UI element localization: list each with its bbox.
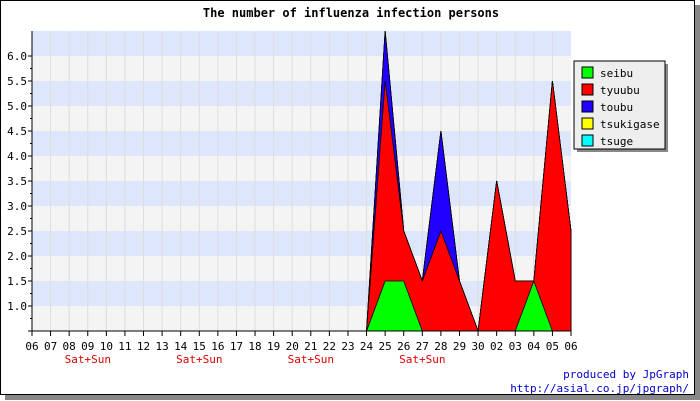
y-tick-label: 5.0 bbox=[7, 100, 27, 113]
legend-swatch-toubu bbox=[581, 100, 594, 113]
x-tick-label: 22 bbox=[323, 340, 336, 353]
x-tick-label: 13 bbox=[155, 340, 168, 353]
chart-title: The number of influenza infection person… bbox=[203, 6, 499, 20]
plot-band bbox=[32, 31, 571, 56]
x-tick-label: 06 bbox=[564, 340, 577, 353]
chart-frame: The number of influenza infection person… bbox=[0, 0, 695, 395]
y-tick-label: 1.0 bbox=[7, 300, 27, 313]
legend-swatch-tsuge bbox=[581, 134, 594, 147]
x-tick-label: 10 bbox=[100, 340, 113, 353]
x-tick-label: 11 bbox=[118, 340, 131, 353]
x-tick-label: 18 bbox=[248, 340, 261, 353]
plot-band bbox=[32, 156, 571, 181]
y-tick-label: 4.0 bbox=[7, 150, 27, 163]
y-tick-label: 1.5 bbox=[7, 275, 27, 288]
plot-background bbox=[32, 31, 571, 331]
plot-band bbox=[32, 231, 571, 256]
legend-label-toubu: toubu bbox=[600, 101, 633, 114]
x-tick-label: 27 bbox=[416, 340, 429, 353]
x-tick-label: 12 bbox=[137, 340, 150, 353]
y-tick-label: 5.5 bbox=[7, 75, 27, 88]
x-tick-label: 21 bbox=[304, 340, 317, 353]
plot-band bbox=[32, 131, 571, 156]
x-tick-label: 20 bbox=[286, 340, 299, 353]
axes: 1.0 1.5 2.0 2.5 3.0 3.5 4.0 4.5 5.0 5.5 6.0 06 07 08 0… bbox=[7, 31, 578, 366]
plot-band bbox=[32, 56, 571, 81]
y-tick-label: 2.0 bbox=[7, 250, 27, 263]
plot-band bbox=[32, 206, 571, 231]
y-tick-label: 6.0 bbox=[7, 50, 27, 63]
weekend-label: Sat+Sun bbox=[399, 353, 445, 366]
x-tick-label: 29 bbox=[453, 340, 466, 353]
x-tick-label: 04 bbox=[527, 340, 541, 353]
plot-band bbox=[32, 106, 571, 131]
x-tick-label: 23 bbox=[341, 340, 354, 353]
legend: seibu tyuubu toubu tsukigase tsuge bbox=[573, 60, 668, 152]
x-tick-label: 24 bbox=[360, 340, 374, 353]
x-tick-label: 16 bbox=[211, 340, 224, 353]
legend-label-tsukigase: tsukigase bbox=[600, 118, 660, 131]
plot-band bbox=[32, 281, 571, 306]
x-tick-label: 03 bbox=[509, 340, 522, 353]
legend-swatch-tsukigase bbox=[581, 117, 594, 130]
x-tick-label: 07 bbox=[44, 340, 57, 353]
footer-url[interactable]: http://asial.co.jp/jpgraph/ bbox=[510, 382, 689, 395]
x-tick-label: 15 bbox=[193, 340, 206, 353]
legend-swatch-tyuubu bbox=[581, 83, 594, 96]
x-tick-label: 30 bbox=[471, 340, 484, 353]
weekend-label: Sat+Sun bbox=[176, 353, 222, 366]
x-tick-label: 09 bbox=[81, 340, 94, 353]
plot-band bbox=[32, 81, 571, 106]
legend-label-seibu: seibu bbox=[600, 67, 633, 80]
plot-band bbox=[32, 256, 571, 281]
plot-band bbox=[32, 181, 571, 206]
legend-label-tsuge: tsuge bbox=[600, 135, 633, 148]
x-tick-label: 26 bbox=[397, 340, 410, 353]
x-tick-label: 25 bbox=[379, 340, 392, 353]
weekend-label: Sat+Sun bbox=[65, 353, 111, 366]
x-tick-label: 05 bbox=[546, 340, 559, 353]
x-tick-label: 17 bbox=[230, 340, 243, 353]
grid-lines bbox=[50, 31, 553, 331]
legend-swatch-seibu bbox=[581, 66, 594, 79]
x-tick-label: 08 bbox=[63, 340, 76, 353]
y-tick-label: 3.5 bbox=[7, 175, 27, 188]
legend-label-tyuubu: tyuubu bbox=[600, 84, 640, 97]
y-tick-label: 4.5 bbox=[7, 125, 27, 138]
x-tick-label: 19 bbox=[267, 340, 280, 353]
weekend-label: Sat+Sun bbox=[288, 353, 334, 366]
x-tick-label: 06 bbox=[25, 340, 38, 353]
x-tick-label: 02 bbox=[490, 340, 503, 353]
y-tick-label: 2.5 bbox=[7, 225, 27, 238]
y-tick-label: 3.0 bbox=[7, 200, 27, 213]
x-tick-label: 14 bbox=[174, 340, 188, 353]
x-tick-label: 28 bbox=[434, 340, 447, 353]
footer-credit: produced by JpGraph bbox=[563, 368, 689, 381]
